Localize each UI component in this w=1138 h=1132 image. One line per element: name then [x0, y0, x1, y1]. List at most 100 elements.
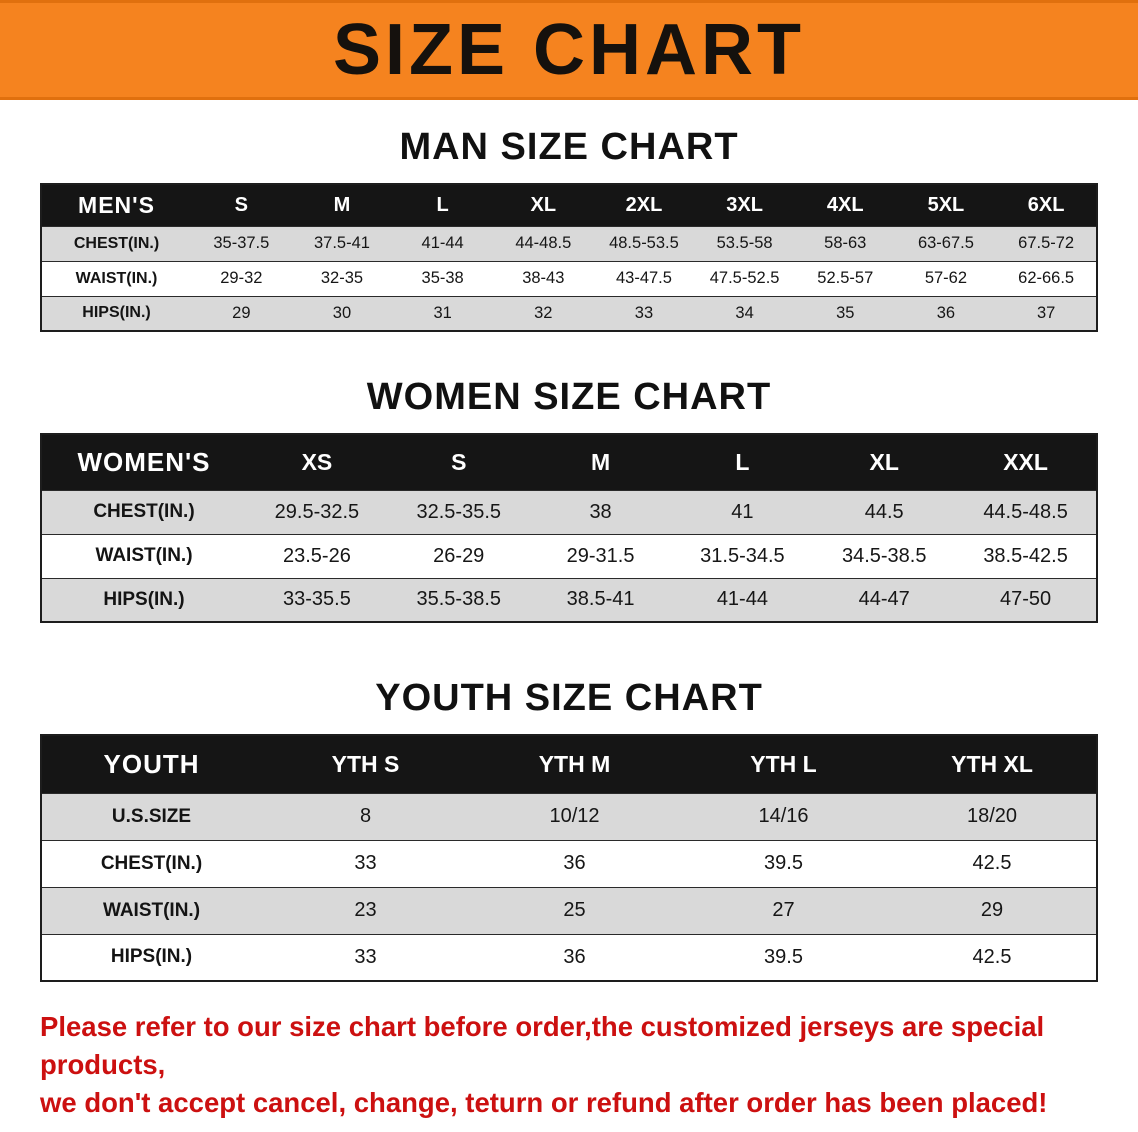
- size-value: 38: [589, 500, 612, 523]
- table-header-row: MEN'S S M L XL 2XL 3XL 4XL 5XL 6XL: [41, 184, 1097, 226]
- row-label: WAIST(IN.): [75, 269, 158, 287]
- row-label: WAIST(IN.): [95, 545, 193, 566]
- size-value: 35.5-38.5: [416, 588, 501, 611]
- size-value: 10/12: [549, 805, 600, 827]
- size-value: 29-31.5: [566, 544, 635, 567]
- size-value: 62-66.5: [1018, 269, 1075, 287]
- size-value: 37: [1036, 303, 1056, 322]
- size-value: 43-47.5: [615, 269, 672, 287]
- size-column-header: S: [191, 184, 292, 226]
- size-value: 36: [936, 303, 956, 322]
- size-column-header: XS: [246, 434, 388, 490]
- table-header-row: WOMEN'S XS S M L XL XXL: [41, 434, 1097, 490]
- size-value: 63-67.5: [917, 234, 974, 252]
- size-column-header: 2XL: [593, 184, 695, 226]
- row-label: CHEST(IN.): [100, 852, 203, 874]
- disclaimer-line-2: we don't accept cancel, change, teturn o…: [40, 1086, 1048, 1118]
- size-value: 35-37.5: [213, 234, 270, 252]
- size-value: 34.5-38.5: [841, 544, 927, 567]
- table-row: HIPS(IN.) 29 30 31 32 33 34 35 36 37: [41, 296, 1097, 331]
- size-value: 38-43: [522, 269, 565, 287]
- men-section-heading: MAN SIZE CHART: [399, 126, 739, 168]
- size-column-header: XL: [813, 434, 956, 490]
- table-header-row: YOUTH YTH S YTH M YTH L YTH XL: [41, 735, 1097, 793]
- size-column-header: S: [387, 434, 530, 490]
- size-column-header: 6XL: [996, 184, 1097, 226]
- size-value: 18/20: [966, 805, 1018, 827]
- size-value: 35: [836, 303, 855, 322]
- size-value: 42.5: [972, 945, 1012, 968]
- women-section-heading: WOMEN SIZE CHART: [366, 376, 772, 418]
- size-value: 25: [563, 899, 586, 921]
- size-value: 42.5: [972, 852, 1012, 874]
- table-corner-label: WOMEN'S: [41, 434, 246, 490]
- table-row: U.S.SIZE 8 10/12 14/16 18/20: [41, 793, 1097, 840]
- table-row: CHEST(IN.) 35-37.5 37.5-41 41-44 44-48.5 48.5…: [41, 226, 1097, 261]
- size-value: 44-47: [858, 588, 910, 611]
- row-label: CHEST(IN.): [93, 501, 195, 522]
- youth-size-table: YOUTH YTH S YTH M YTH L YTH XL U.S.SIZE 8 10/12…: [40, 734, 1098, 982]
- size-value: 29: [980, 899, 1004, 921]
- men-size-table: MEN'S S M L XL 2XL 3XL 4XL 5XL 6XL CHEST(IN.) 35-37…: [40, 183, 1098, 332]
- size-value: 33: [634, 303, 654, 322]
- size-value: 30: [332, 303, 352, 322]
- size-column-header: XXL: [955, 434, 1097, 490]
- size-value: 14/16: [758, 805, 809, 827]
- table-corner-label: YOUTH: [41, 735, 261, 793]
- table-row: HIPS(IN.) 33 36 39.5 42.5: [41, 934, 1097, 981]
- row-label: HIPS(IN.): [82, 304, 151, 322]
- size-value: 48.5-53.5: [609, 234, 679, 252]
- row-label: CHEST(IN.): [73, 234, 160, 252]
- page-title: SIZE CHART: [333, 10, 805, 90]
- row-label: U.S.SIZE: [111, 805, 192, 827]
- disclaimer-line-1: Please refer to our size chart before or…: [40, 1011, 1045, 1080]
- size-value: 41-44: [421, 234, 464, 252]
- size-column-header: M: [291, 184, 393, 226]
- size-value: 8: [359, 805, 372, 827]
- size-value: 52.5-57: [817, 269, 874, 287]
- size-value: 39.5: [764, 945, 803, 968]
- size-value: 33-35.5: [282, 588, 351, 611]
- size-value: 29: [232, 303, 251, 322]
- disclaimer-note: Please refer to our size chart before or…: [40, 1008, 1094, 1122]
- size-column-header: XL: [492, 184, 594, 226]
- size-value: 33: [354, 852, 377, 874]
- size-value: 34: [735, 303, 754, 322]
- size-value: 47.5-52.5: [709, 269, 780, 287]
- size-column-header: YTH L: [679, 735, 888, 793]
- size-value: 38.5-42.5: [983, 544, 1068, 567]
- row-label: HIPS(IN.): [110, 946, 193, 968]
- size-column-header: YTH M: [470, 735, 679, 793]
- size-value: 39.5: [764, 852, 803, 874]
- size-value: 41-44: [716, 588, 768, 611]
- size-value: 26-29: [433, 544, 485, 567]
- size-column-header: 5XL: [895, 184, 997, 226]
- size-value: 27: [772, 899, 795, 921]
- size-value: 29-32: [220, 269, 263, 287]
- size-column-header: L: [392, 184, 493, 226]
- size-value: 44.5: [864, 500, 904, 523]
- women-size-table: WOMEN'S XS S M L XL XXL CHEST(IN.) 29.5-32.5 32.5…: [40, 433, 1098, 623]
- size-value: 33: [354, 945, 377, 968]
- table-row: CHEST(IN.) 33 36 39.5 42.5: [41, 840, 1097, 887]
- size-value: 36: [563, 945, 586, 968]
- size-value: 58-63: [824, 234, 867, 252]
- table-row: HIPS(IN.) 33-35.5 35.5-38.5 38.5-41 41-44 44-…: [41, 578, 1097, 622]
- youth-section-heading: YOUTH SIZE CHART: [375, 677, 763, 719]
- size-column-header: YTH S: [261, 735, 470, 793]
- table-row: CHEST(IN.) 29.5-32.5 32.5-35.5 38 41 44.5 44.5…: [41, 490, 1097, 534]
- size-column-header: M: [529, 434, 672, 490]
- size-value: 29.5-32.5: [274, 500, 360, 523]
- men-size-section: MAN SIZE CHART MEN'S S M L XL 2XL 3XL 4XL 5XL 6XL…: [0, 126, 1138, 332]
- size-value: 23: [354, 899, 377, 921]
- size-column-header: 4XL: [794, 184, 896, 226]
- table-corner-label: MEN'S: [41, 184, 191, 226]
- women-size-section: WOMEN SIZE CHART WOMEN'S XS S M L XL XXL CHEST(…: [0, 376, 1138, 623]
- size-value: 38.5-41: [566, 588, 635, 611]
- size-column-header: YTH XL: [888, 735, 1097, 793]
- size-value: 44.5-48.5: [983, 500, 1068, 523]
- size-value: 53.5-58: [716, 234, 773, 252]
- title-banner: SIZE CHART: [0, 0, 1138, 100]
- row-label: HIPS(IN.): [103, 588, 185, 610]
